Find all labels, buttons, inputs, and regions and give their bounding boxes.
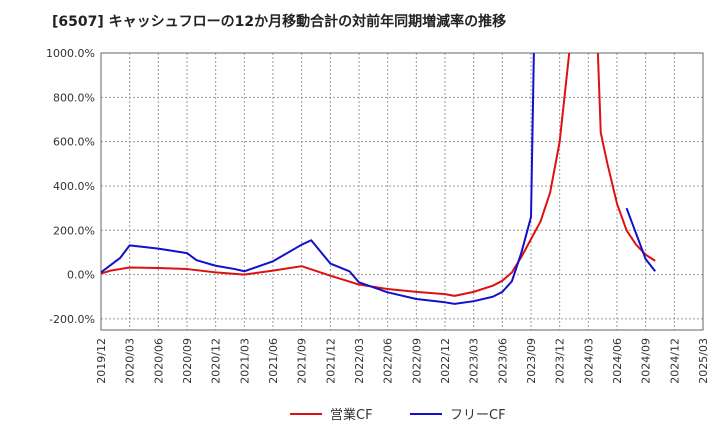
x-tick-label: 2021/12: [324, 338, 337, 384]
y-tick-label: 600.0%: [53, 136, 95, 149]
series-layer: [101, 53, 657, 305]
x-tick-label: 2024/09: [640, 338, 653, 384]
grid: [100, 52, 704, 330]
x-tick-label: 2020/03: [124, 338, 137, 384]
x-tick-label: 2023/12: [554, 338, 567, 384]
x-tick-label: 2024/06: [611, 338, 624, 384]
legend-label-free-cf: フリーCF: [450, 408, 506, 423]
x-tick-label: 2019/12: [95, 338, 108, 384]
x-tick-label: 2024/12: [668, 338, 681, 384]
x-tick-label: 2022/06: [382, 338, 395, 384]
y-tick-label: 800.0%: [53, 91, 95, 104]
x-tick-label: 2025/03: [697, 338, 710, 384]
x-tick-label: 2023/06: [496, 338, 509, 384]
x-tick-label: 2021/03: [238, 338, 251, 384]
legend-label-operating-cf: 営業CF: [330, 407, 373, 423]
series-line-free-cf: [101, 53, 535, 305]
x-tick-label: 2022/03: [353, 338, 366, 384]
series-line-operating-cf: [101, 53, 656, 297]
x-axis: 2019/12 2020/03 2020/06 2020/09 2020/12 2021/…: [95, 338, 710, 384]
series-line-free-cf: [625, 207, 657, 272]
x-tick-label: 2023/09: [525, 338, 538, 384]
y-tick-label: 0.0%: [67, 269, 95, 282]
y-axis: 1000.0% 800.0% 600.0% 400.0% 200.0% 0.0% -200.…: [46, 47, 95, 326]
x-tick-label: 2020/06: [152, 338, 165, 384]
x-tick-label: 2022/12: [439, 338, 452, 384]
chart-title: [6507] キャッシュフローの12か月移動合計の対前年同期増減率の推移: [52, 13, 506, 30]
x-tick-label: 2020/12: [210, 338, 223, 384]
x-tick-label: 2022/09: [410, 338, 423, 384]
x-tick-label: 2024/03: [582, 338, 595, 384]
legend: 営業CF フリーCF: [290, 407, 506, 423]
plot-area: [100, 52, 704, 331]
y-tick-label: 1000.0%: [46, 47, 95, 60]
y-tick-label: 400.0%: [53, 180, 95, 193]
y-tick-label: 200.0%: [53, 224, 95, 237]
x-tick-label: 2021/06: [267, 338, 280, 384]
x-tick-label: 2023/03: [468, 338, 481, 384]
x-tick-label: 2021/09: [296, 338, 309, 384]
y-tick-label: -200.0%: [49, 313, 95, 326]
x-tick-label: 2020/09: [181, 338, 194, 384]
